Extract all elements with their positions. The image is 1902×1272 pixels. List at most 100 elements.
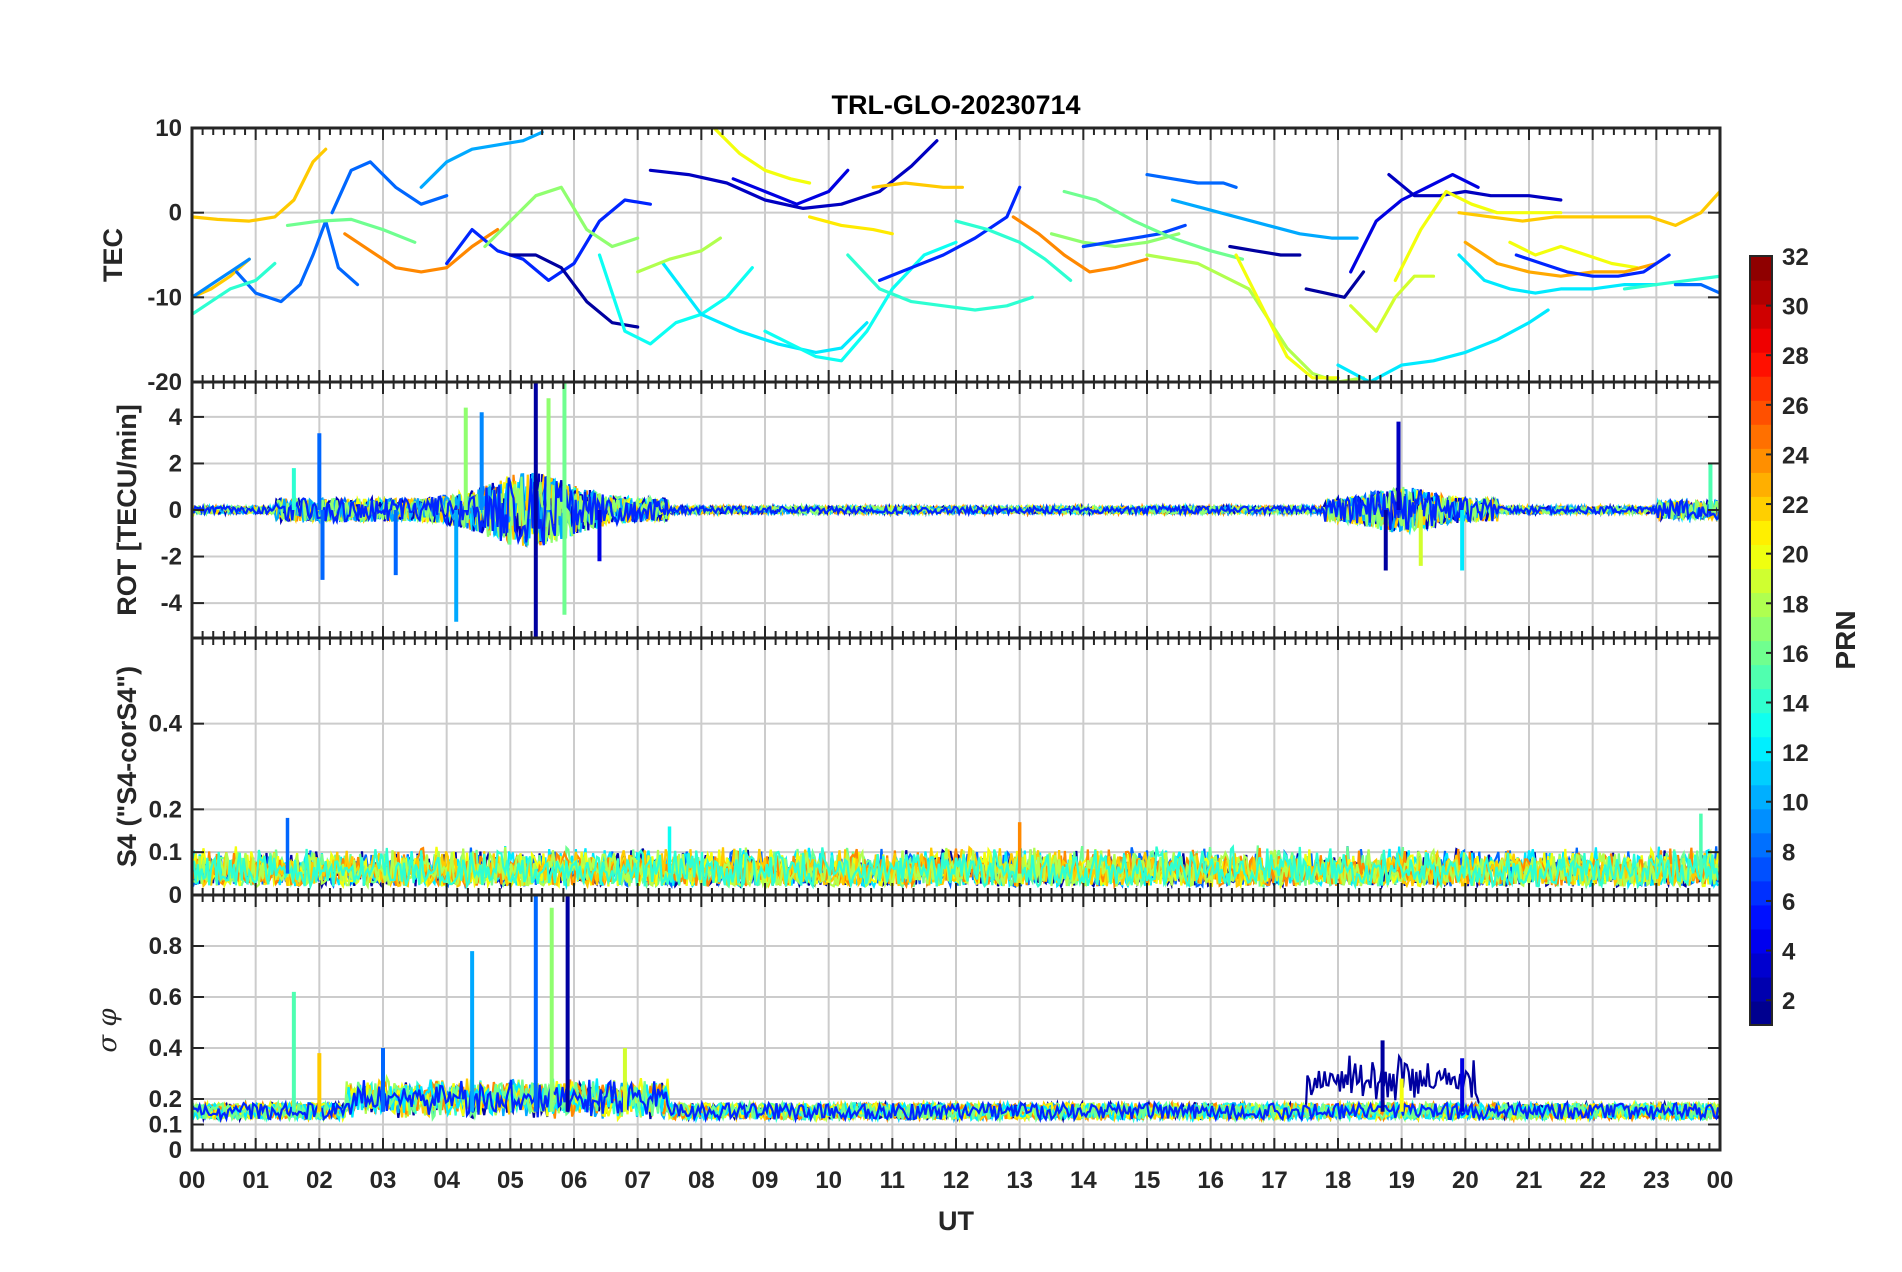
colorbar-segment — [1750, 400, 1772, 425]
x-tick-label: 19 — [1388, 1167, 1415, 1194]
x-tick-label: 08 — [688, 1167, 715, 1194]
tec-series-prn-17 — [1049, 232, 1181, 249]
tec-series-prn-6 — [445, 198, 653, 282]
x-tick-label: 10 — [815, 1167, 842, 1194]
y-tick-label: -10 — [147, 284, 182, 311]
colorbar-segment — [1750, 952, 1772, 978]
tec-series-prn-9 — [192, 257, 251, 299]
y-tick-label: 0 — [169, 200, 182, 227]
colorbar-tick-label: 30 — [1782, 294, 1809, 321]
colorbar-segment — [1750, 688, 1772, 714]
y-axis-label: ROT [TECU/min] — [112, 404, 142, 615]
tec-series-prn-14 — [954, 219, 1073, 282]
colorbar-tick-label: 2 — [1782, 988, 1795, 1015]
colorbar-segment — [1750, 472, 1772, 497]
colorbar-segment — [1750, 280, 1772, 305]
tec-series-prn-16 — [1062, 189, 1245, 261]
colorbar-segment — [1750, 568, 1772, 594]
x-tick-label: 16 — [1197, 1167, 1224, 1194]
tec-series-prn-18 — [1145, 253, 1366, 382]
y-tick-label: 4 — [169, 404, 183, 431]
tec-series-prn-13 — [763, 240, 958, 363]
y-tick-label: 0 — [169, 497, 182, 524]
colorbar-tick-label: 32 — [1782, 244, 1809, 271]
tec-series-prn-24 — [1011, 215, 1149, 274]
x-tick-label: 09 — [752, 1167, 779, 1194]
y-tick-label: -4 — [161, 590, 183, 617]
colorbar-segment — [1750, 616, 1772, 642]
tec-series-prn-17 — [483, 185, 640, 249]
colorbar-tick-label: 10 — [1782, 790, 1809, 817]
x-tick-label: 07 — [624, 1167, 651, 1194]
colorbar-segment — [1750, 544, 1772, 570]
tec-series-prn-22 — [192, 147, 328, 223]
x-tick-label: 21 — [1516, 1167, 1543, 1194]
colorbar-label: PRN — [1830, 610, 1861, 669]
colorbar-segment — [1750, 640, 1772, 666]
colorbar-segment — [1750, 376, 1772, 401]
s4-series-prn-22 — [192, 845, 1720, 890]
tec-series-prn-3 — [1387, 173, 1563, 202]
colorbar-tick-label: 16 — [1782, 641, 1809, 668]
x-tick-label: 23 — [1643, 1167, 1670, 1194]
tec-series-prn-20 — [1508, 240, 1639, 270]
tec-series-prn-14 — [192, 261, 277, 316]
y-tick-label: 0.8 — [149, 933, 182, 960]
tec-series-prn-14 — [1622, 274, 1720, 291]
y-tick-label: 0.1 — [149, 1112, 182, 1139]
x-tick-label: 12 — [943, 1167, 970, 1194]
y-axis-label: TEC — [98, 228, 128, 282]
colorbar-segment — [1750, 712, 1772, 738]
tec-series-prn-2 — [508, 253, 640, 329]
tec-series-prn-12 — [1457, 253, 1658, 295]
colorbar-segment — [1750, 928, 1772, 954]
y-tick-label: 0.4 — [149, 1035, 183, 1062]
tec-series-prn-20 — [1393, 189, 1563, 282]
colorbar-segment — [1750, 880, 1772, 906]
x-tick-label: 06 — [561, 1167, 588, 1194]
colorbar-segment — [1750, 832, 1772, 858]
x-tick-label: 20 — [1452, 1167, 1479, 1194]
y-axis-label: S4 ("S4-corS4") — [112, 666, 142, 867]
colorbar-segment — [1750, 592, 1772, 618]
x-tick-label: 05 — [497, 1167, 524, 1194]
colorbar-segment — [1750, 424, 1772, 449]
y-tick-label: 2 — [169, 450, 182, 477]
tec-series-prn-8 — [1673, 283, 1720, 295]
tec-series-prn-20 — [712, 128, 812, 185]
colorbar-tick-label: 28 — [1782, 343, 1809, 370]
colorbar-segment — [1750, 808, 1772, 834]
tec-series-prn-22 — [871, 181, 965, 189]
colorbar-segment — [1750, 760, 1772, 786]
y-tick-label: 0.2 — [149, 796, 182, 823]
tec-series-prn-24 — [343, 228, 500, 274]
tec-series-prn-3 — [648, 139, 939, 210]
x-tick-label: 03 — [370, 1167, 397, 1194]
colorbar-tick-label: 6 — [1782, 889, 1795, 916]
x-tick-label: 00 — [179, 1167, 206, 1194]
tec-series-prn-13 — [597, 253, 754, 346]
y-tick-label: 0.6 — [149, 984, 182, 1011]
colorbar-segment — [1750, 352, 1772, 377]
tec-series-prn-16 — [285, 217, 417, 244]
colorbar-segment — [1750, 1000, 1772, 1026]
data-layer — [192, 382, 1720, 638]
tec-series-prn-8 — [235, 219, 360, 304]
x-tick-label: 17 — [1261, 1167, 1288, 1194]
colorbar-tick-label: 14 — [1782, 691, 1809, 718]
colorbar-segment — [1750, 904, 1772, 930]
tec-series-prn-8 — [330, 160, 449, 215]
y-tick-label: 0 — [169, 1137, 182, 1164]
y-axis-label: σ φ — [93, 1008, 123, 1053]
tec-series-prn-10 — [419, 130, 544, 189]
tec-series-prn-18 — [636, 236, 723, 274]
y-tick-label: 0.4 — [149, 711, 183, 738]
x-tick-label: 14 — [1070, 1167, 1097, 1194]
tec-series-prn-8 — [1145, 173, 1238, 189]
figure-title: TRL-GLO-20230714 — [831, 90, 1080, 120]
x-tick-label: 22 — [1579, 1167, 1606, 1194]
tec-series-prn-12 — [661, 261, 869, 354]
y-tick-label: 0.1 — [149, 839, 182, 866]
